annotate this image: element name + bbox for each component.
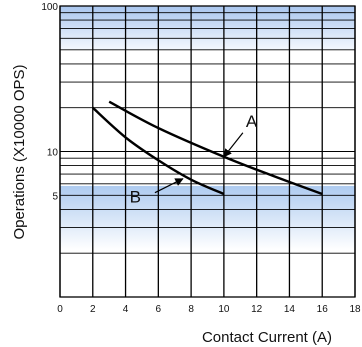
x-tick-label: 2 [90, 304, 96, 315]
arrow-a [223, 132, 244, 158]
x-tick-label: 14 [284, 304, 296, 315]
y-tick-label: 10 [47, 148, 59, 159]
arrow-b [154, 178, 184, 194]
x-tick-label: 6 [156, 304, 162, 315]
plot-frame [59, 5, 356, 298]
curve-label-a: A [246, 112, 258, 131]
x-tick-label: 18 [349, 304, 361, 315]
x-axis-label: Contact Current (A) [202, 329, 332, 346]
middle-shade-band [60, 185, 355, 251]
x-tick-label: 12 [251, 304, 263, 315]
y-axis-label: Operations (X10000 OPS) [11, 64, 28, 239]
x-tick-label: 0 [57, 304, 63, 315]
y-tick-label: 5 [52, 191, 58, 202]
top-shade-band [60, 6, 355, 50]
x-tick-label: 16 [317, 304, 329, 315]
x-tick-label: 8 [188, 304, 194, 315]
y-tick-label: 100 [41, 2, 58, 13]
x-tick-label: 10 [218, 304, 230, 315]
x-tick-label: 4 [123, 304, 129, 315]
curve-label-b: B [130, 188, 141, 207]
curve-b [91, 106, 225, 196]
